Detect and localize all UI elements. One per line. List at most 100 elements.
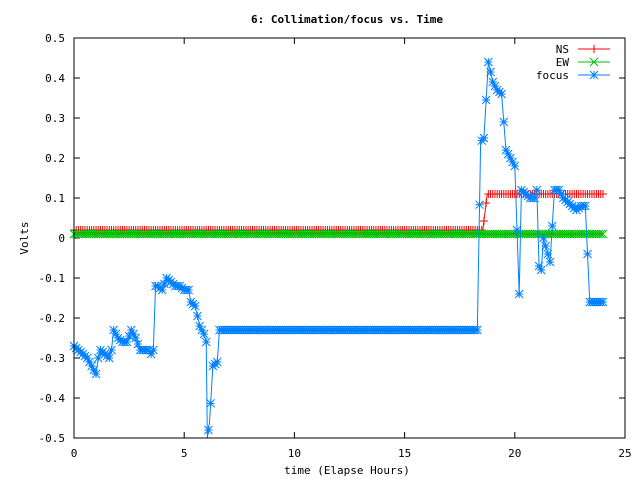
series-ew-point [171, 229, 180, 239]
series-ew-point [197, 229, 207, 239]
series-ew-point [391, 229, 401, 239]
series-ew-point [102, 229, 112, 239]
series-ew-point [398, 229, 407, 239]
series-ew-point [444, 229, 454, 239]
series-focus-point [148, 345, 158, 355]
series-ew-point [252, 229, 262, 239]
series-ew-point [184, 229, 193, 239]
series-ew-point [272, 229, 282, 239]
x-tick-label: 0 [71, 447, 78, 460]
series-ew-point [144, 229, 154, 239]
series-ew-point [464, 229, 473, 239]
series-ew-point [356, 229, 365, 239]
series-ew-point [230, 229, 240, 239]
series-ew-point [327, 229, 337, 239]
series-ew-point [574, 229, 584, 239]
series-ew-point [404, 229, 414, 239]
series-ew-point [495, 229, 504, 239]
series-focus-point [111, 329, 121, 339]
series-focus-point [104, 353, 114, 363]
series-ew-point [450, 229, 460, 239]
series-ew-point [318, 229, 328, 239]
series-ew-point [415, 229, 425, 239]
x-tick-label: 5 [181, 447, 188, 460]
series-ew-point [287, 229, 297, 239]
series-focus-point [93, 353, 103, 363]
series-ew-point [234, 229, 244, 239]
series-ew-point [446, 229, 456, 239]
series-ew-point [175, 229, 185, 239]
series-focus-point [501, 145, 511, 155]
series-ew-point [389, 229, 398, 239]
series-ew-point [87, 229, 96, 239]
series-ew-point [215, 229, 224, 239]
series-ew-point [479, 229, 489, 239]
series-ew-point [428, 229, 438, 239]
x-tick-label: 20 [508, 447, 521, 460]
series-ew-point [129, 229, 138, 239]
legend-marker-ew [589, 57, 599, 67]
series-ew-point [439, 229, 449, 239]
series-ew-point [124, 229, 134, 239]
series-ew-point [290, 229, 299, 239]
series-ew-point [492, 229, 502, 239]
series-focus-point [536, 265, 546, 275]
series-ew-point [256, 229, 266, 239]
series-focus-point [486, 67, 495, 77]
series-focus-point [472, 325, 482, 335]
series-ns-point [482, 199, 491, 207]
series-ew-point [402, 229, 412, 239]
y-tick-label: 0.2 [45, 152, 65, 165]
series-ew-point [179, 229, 189, 239]
series-focus-point [146, 349, 156, 359]
series-ew-point [525, 229, 535, 239]
series-focus-point [479, 133, 489, 143]
x-axis-label: time (Elapse Hours) [284, 464, 410, 477]
series-ew-point [305, 229, 315, 239]
series-ew-point [406, 229, 416, 239]
series-focus-point [490, 81, 500, 91]
series-focus-point [212, 357, 222, 367]
series-ew-point [567, 229, 577, 239]
series-ew-point [265, 229, 275, 239]
series-ew-point [281, 229, 290, 239]
series-ew-point [100, 229, 110, 239]
y-tick-label: -0.3 [39, 352, 66, 365]
series-ew-point [393, 229, 403, 239]
series-ew-point [131, 229, 141, 239]
series-ew-point [133, 229, 143, 239]
series-ew-point [334, 229, 343, 239]
series-ew-point [221, 229, 231, 239]
series-ew-point [104, 229, 114, 239]
series-ew-point [190, 229, 200, 239]
series-focus-point [109, 325, 119, 335]
series-ew-point [186, 229, 196, 239]
y-tick-label: -0.4 [39, 392, 66, 405]
series-ew-point [351, 229, 361, 239]
series-focus-point [539, 233, 548, 243]
series-ew-point [490, 229, 500, 239]
x-tick-label: 10 [288, 447, 301, 460]
series-focus-point [506, 153, 515, 163]
series-ew-point [160, 229, 169, 239]
series-ew-point [279, 229, 288, 239]
series-layer [69, 57, 608, 439]
series-ew-point [263, 229, 273, 239]
series-focus-point [199, 329, 209, 339]
series-focus-point [530, 193, 539, 203]
series-ew-point [82, 229, 92, 239]
series-ew-point [442, 229, 451, 239]
series-ew-point [146, 229, 156, 239]
series-ew-point [578, 229, 588, 239]
series-focus-point [126, 325, 136, 335]
series-ew-point [340, 229, 350, 239]
series-ew-point [589, 229, 599, 239]
series-ew-point [455, 229, 465, 239]
series-ew-point [382, 229, 392, 239]
series-focus-point [91, 369, 101, 379]
series-ew-point [298, 229, 308, 239]
series-ew-point [331, 229, 341, 239]
series-ew-point [162, 229, 171, 239]
series-ew-point [276, 229, 286, 239]
